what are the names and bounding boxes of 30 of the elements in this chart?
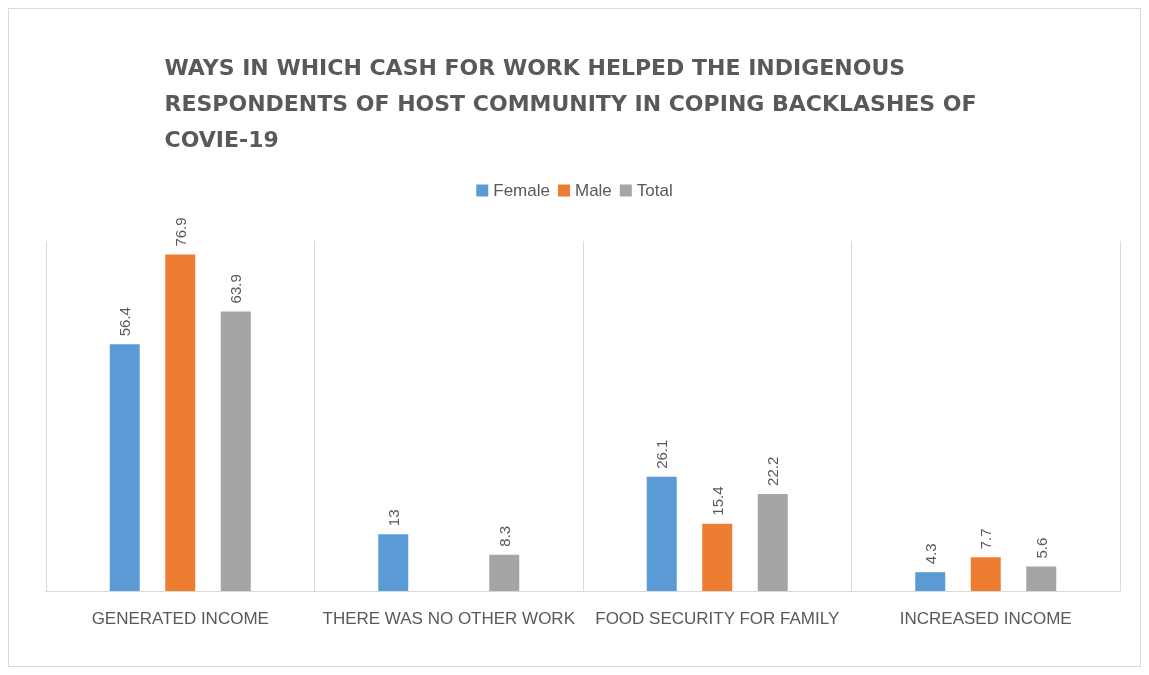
bar — [1026, 566, 1057, 591]
x-tick-label: THERE WAS NO OTHER WORK — [322, 608, 576, 628]
data-label: 8.3 — [495, 525, 513, 547]
bar — [378, 534, 409, 591]
bar — [165, 254, 196, 591]
legend-label: Total — [636, 181, 673, 200]
bar — [489, 554, 520, 591]
bar — [915, 572, 946, 591]
data-label: 5.6 — [1032, 537, 1050, 559]
bar — [646, 476, 677, 591]
data-label: 76.9 — [171, 217, 189, 247]
data-label: 63.9 — [227, 274, 245, 304]
data-label: 4.3 — [921, 543, 939, 565]
bar — [109, 344, 140, 591]
x-tick-label: FOOD SECURITY FOR FAMILY — [595, 608, 840, 628]
legend-label: Female — [493, 181, 550, 200]
data-label: 15.4 — [708, 486, 726, 516]
data-label: 7.7 — [977, 528, 995, 550]
data-label: 56.4 — [116, 307, 134, 337]
x-tick-label: GENERATED INCOME — [91, 608, 269, 628]
bar — [970, 557, 1001, 591]
chart-title: WAYS IN WHICH CASH FOR WORK HELPED THE INDIGENOUS RESPONDENTS OF HOST COMMUNITY IN COPING BACKLASHES OF COVIE-19 — [164, 54, 985, 152]
bar — [220, 311, 251, 591]
bar — [757, 493, 788, 591]
data-label: 13 — [384, 509, 402, 527]
data-label: 22.2 — [764, 456, 782, 486]
data-label: 26.1 — [653, 439, 671, 469]
bar — [702, 523, 733, 591]
legend-label: Male — [574, 181, 612, 200]
x-tick-label: INCREASED INCOME — [899, 608, 1072, 628]
